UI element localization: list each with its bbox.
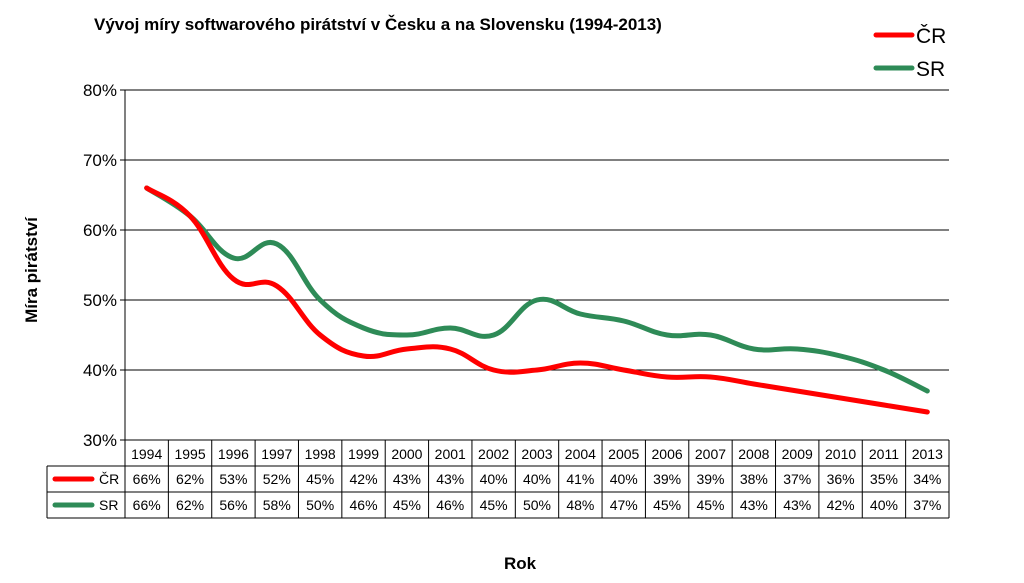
data-label: 46% <box>436 497 464 513</box>
x-tick-label: 2004 <box>565 446 596 462</box>
x-tick-label: 1995 <box>174 446 205 462</box>
y-tick-label: 30% <box>83 431 117 450</box>
table-series-label: SR <box>99 497 118 513</box>
y-axis: 30% 40% 50% 60% 70% 80% <box>83 81 949 450</box>
data-label: 66% <box>133 471 161 487</box>
data-label: 50% <box>523 497 551 513</box>
data-label: 45% <box>480 497 508 513</box>
data-label: 62% <box>176 497 204 513</box>
y-axis-title: Míra pirátství <box>22 216 41 323</box>
x-tick-label: 2005 <box>608 446 639 462</box>
gridlines <box>125 89 949 371</box>
plot-lines <box>144 185 930 415</box>
data-label: 43% <box>393 471 421 487</box>
data-label: 41% <box>566 471 594 487</box>
data-label: 48% <box>566 497 594 513</box>
x-tick-label: 2003 <box>521 446 552 462</box>
x-tick-label: 2001 <box>435 446 466 462</box>
data-label: 40% <box>870 497 898 513</box>
x-tick-label: 2011 <box>869 446 899 462</box>
data-label: 43% <box>740 497 768 513</box>
table-series-label: ČR <box>99 471 119 487</box>
data-label: 37% <box>913 497 941 513</box>
data-label: 35% <box>870 471 898 487</box>
x-tick-label: 1994 <box>131 446 162 462</box>
x-tick-label: 2013 <box>912 446 943 462</box>
x-tick-label: 2006 <box>652 446 683 462</box>
data-table: 1994 1995 1996 1997 1998 1999 2000 2001 2002 2003… <box>46 440 950 519</box>
y-tick-label: 80% <box>83 81 117 100</box>
y-tick-label: 60% <box>83 221 117 240</box>
data-label: 42% <box>827 497 855 513</box>
data-label: 45% <box>306 471 334 487</box>
x-tick-label: 2002 <box>478 446 509 462</box>
data-label: 40% <box>610 471 638 487</box>
x-tick-label: 2009 <box>782 446 813 462</box>
x-tick-label: 2007 <box>695 446 726 462</box>
series-line-SR <box>144 185 930 394</box>
x-tick-label: 1996 <box>218 446 249 462</box>
data-label: 52% <box>263 471 291 487</box>
x-tick-label: 2008 <box>738 446 769 462</box>
series-line-ČR <box>144 185 930 415</box>
data-label: 34% <box>913 471 941 487</box>
legend: ČR SR <box>873 25 946 81</box>
data-label: 46% <box>350 497 378 513</box>
data-label: 45% <box>393 497 421 513</box>
data-label: 43% <box>783 497 811 513</box>
chart-title: Vývoj míry softwarového pirátství v Česk… <box>94 15 662 34</box>
data-label: 40% <box>523 471 551 487</box>
x-tick-label: 2010 <box>825 446 856 462</box>
legend-label: SR <box>916 58 945 81</box>
y-tick-label: 40% <box>83 361 117 380</box>
data-label: 50% <box>306 497 334 513</box>
x-tick-label: 1999 <box>348 446 379 462</box>
data-label: 37% <box>783 471 811 487</box>
y-tick-label: 50% <box>83 291 117 310</box>
data-label: 42% <box>350 471 378 487</box>
data-label: 47% <box>610 497 638 513</box>
data-label: 53% <box>219 471 247 487</box>
data-label: 45% <box>696 497 724 513</box>
y-tick-label: 70% <box>83 151 117 170</box>
data-label: 36% <box>827 471 855 487</box>
legend-label: ČR <box>916 25 946 48</box>
data-label: 39% <box>653 471 681 487</box>
x-tick-label: 2000 <box>391 446 422 462</box>
x-axis-title: Rok <box>504 554 537 573</box>
data-label: 62% <box>176 471 204 487</box>
data-label: 45% <box>653 497 681 513</box>
data-label: 56% <box>219 497 247 513</box>
data-label: 39% <box>696 471 724 487</box>
data-label: 40% <box>480 471 508 487</box>
data-label: 43% <box>436 471 464 487</box>
x-tick-label: 1998 <box>305 446 336 462</box>
data-label: 66% <box>133 497 161 513</box>
x-tick-label: 1997 <box>261 446 292 462</box>
data-label: 58% <box>263 497 291 513</box>
data-label: 38% <box>740 471 768 487</box>
